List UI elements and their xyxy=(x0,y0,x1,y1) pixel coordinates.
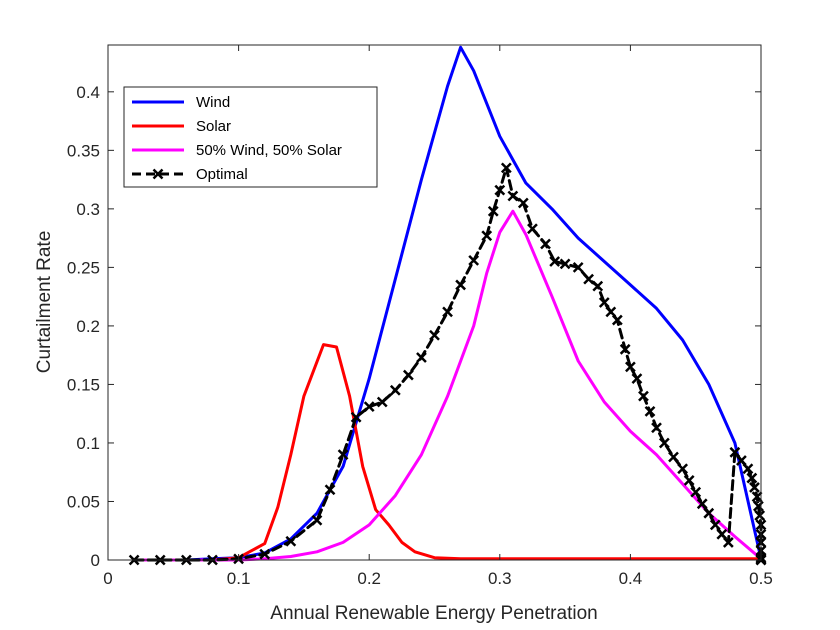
data-point-optimal xyxy=(285,535,297,547)
legend: Wind Solar 50% Wind, 50% Solar Optimal xyxy=(123,86,378,188)
data-point-optimal xyxy=(746,472,758,484)
data-point-optimal xyxy=(455,279,467,291)
data-point-optimal xyxy=(703,507,715,519)
legend-entry: Wind xyxy=(132,94,230,111)
data-point-optimal xyxy=(683,475,695,486)
data-point-optimal xyxy=(324,484,336,496)
data-point-optimal xyxy=(481,230,493,242)
data-point-optimal xyxy=(416,352,427,363)
data-point-optimal xyxy=(749,482,760,493)
data-point-optimal xyxy=(651,422,662,434)
y-tick-label: 0.05 xyxy=(67,492,100,511)
y-tick-label: 0 xyxy=(91,551,100,570)
legend-box xyxy=(123,86,378,188)
data-point-optimal xyxy=(677,463,689,475)
data-point-optimal xyxy=(751,491,763,503)
legend-marker xyxy=(152,168,164,180)
data-point-optimal xyxy=(709,519,721,531)
plot-frame xyxy=(107,44,762,561)
x-axis-label: Annual Renewable Energy Penetration xyxy=(270,603,597,624)
data-point-optimal xyxy=(259,548,271,560)
data-point-optimal xyxy=(350,411,362,423)
data-point-optimal xyxy=(494,184,506,196)
data-point-optimal xyxy=(619,343,631,355)
y-tick-label: 0.3 xyxy=(76,200,100,219)
data-point-optimal xyxy=(500,162,512,174)
y-tick-label: 0.1 xyxy=(76,434,100,453)
y-tick-label: 0.25 xyxy=(67,258,100,277)
data-point-optimal xyxy=(402,369,414,381)
data-point-optimal xyxy=(742,463,754,475)
data-point-optimal xyxy=(429,329,440,341)
x-tick-label: 0.4 xyxy=(619,569,643,588)
data-point-optimal xyxy=(722,537,734,548)
data-point-optimal xyxy=(517,197,529,209)
legend-label: Wind xyxy=(196,94,230,111)
data-point-optimal xyxy=(690,486,702,498)
data-point-optimal xyxy=(592,280,604,292)
x-tick-label: 0.2 xyxy=(357,569,381,588)
data-point-optimal xyxy=(540,238,551,250)
y-tick-label: 0.15 xyxy=(67,375,100,394)
data-point-optimal xyxy=(598,297,610,308)
data-point-optimal xyxy=(527,223,538,235)
data-point-optimal xyxy=(337,449,349,461)
y-tick-label: 0.4 xyxy=(76,83,100,102)
data-point-optimal xyxy=(507,190,519,202)
data-point-optimal xyxy=(625,361,636,373)
x-tick-label: 0.5 xyxy=(749,569,773,588)
data-point-optimal xyxy=(668,451,679,463)
data-point-optimal xyxy=(559,258,571,270)
legend-label: 50% Wind, 50% Solar xyxy=(196,142,342,159)
x-tick-label: 0 xyxy=(103,569,112,588)
data-point-optimal xyxy=(549,256,561,267)
data-point-optimal xyxy=(487,205,499,217)
data-point-optimal xyxy=(572,262,584,273)
data-point-optimal xyxy=(311,514,323,526)
x-tick-label: 0.3 xyxy=(488,569,512,588)
data-point-optimal xyxy=(644,405,656,417)
data-point-optimal xyxy=(754,510,766,521)
legend-label: Solar xyxy=(196,118,231,135)
data-point-optimal xyxy=(442,306,453,318)
legend-entry: 50% Wind, 50% Solar xyxy=(132,142,342,159)
y-axis-label: Curtailment Rate xyxy=(34,231,55,374)
data-point-optimal xyxy=(376,396,388,408)
data-point-optimal xyxy=(468,254,480,266)
legend-entry: Solar xyxy=(132,118,231,135)
data-point-optimal xyxy=(658,437,670,449)
x-axis: 0 0.1 0.2 0.3 0.4 0.5 xyxy=(103,45,773,588)
data-point-optimal xyxy=(363,401,375,413)
data-point-optimal xyxy=(389,384,401,396)
x-tick-label: 0.1 xyxy=(227,569,251,588)
data-point-optimal xyxy=(638,390,649,402)
data-point-optimal xyxy=(611,314,623,326)
y-axis: 0 0.05 0.1 0.15 0.2 0.25 0.3 0.35 0.4 xyxy=(67,83,761,570)
data-point-optimal xyxy=(696,498,708,510)
data-point-optimal xyxy=(631,373,643,384)
legend-label: Optimal xyxy=(196,166,248,183)
y-tick-label: 0.35 xyxy=(67,141,100,160)
legend-entry: Optimal xyxy=(132,166,248,183)
data-point-optimal xyxy=(583,273,594,285)
y-tick-label: 0.2 xyxy=(76,317,100,336)
